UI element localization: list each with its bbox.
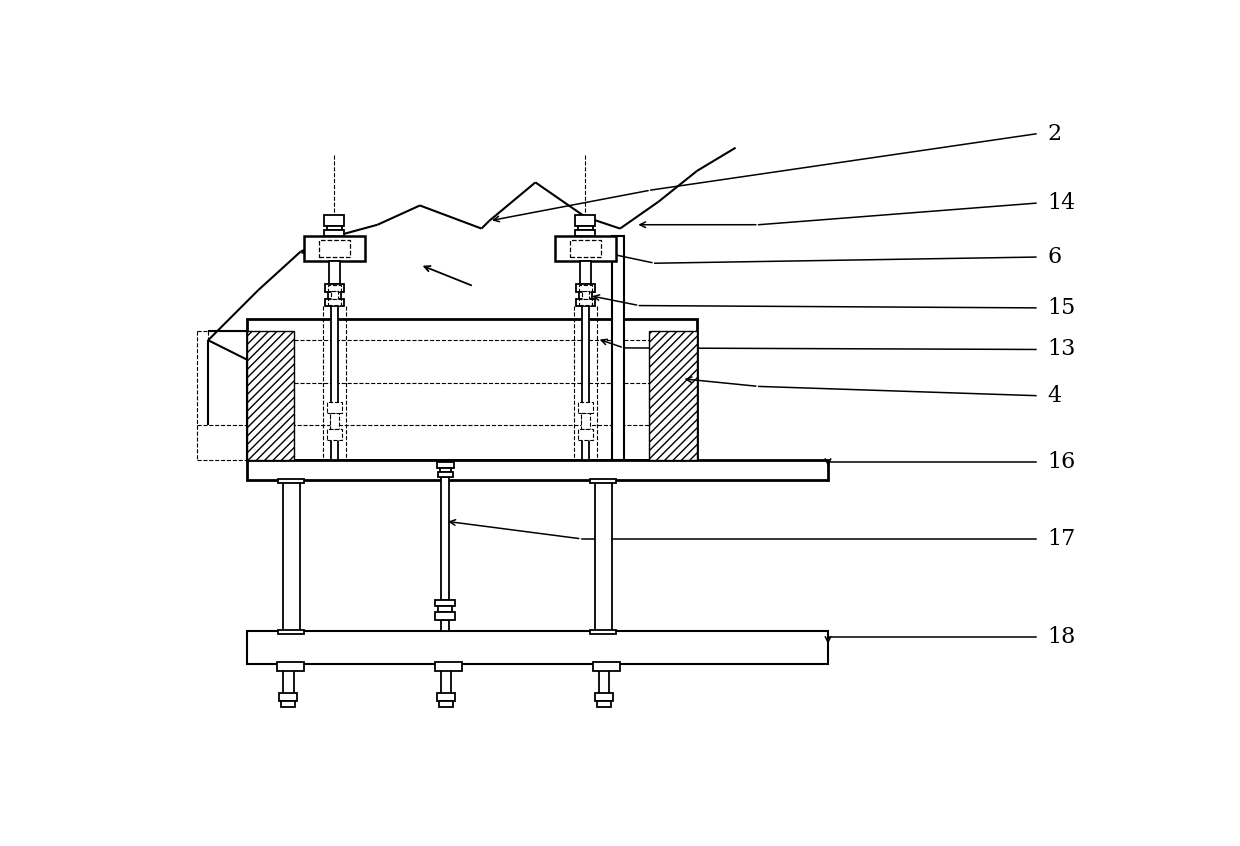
Bar [578,226,593,230]
Bar [439,700,453,706]
Bar [331,291,339,299]
Bar [329,299,341,305]
Bar [325,230,345,236]
Bar [582,291,589,299]
Bar [279,693,298,700]
Bar [590,629,616,634]
Text: 15: 15 [1048,297,1076,319]
Bar [650,331,697,459]
Bar [330,414,339,429]
Bar [436,462,454,468]
Bar [326,402,342,414]
Bar [613,236,624,459]
Bar [578,429,593,440]
Bar [577,284,595,292]
Bar [579,299,591,305]
Bar [329,285,341,291]
Bar [247,459,828,481]
Bar [438,472,453,476]
Bar [436,693,455,700]
Bar [595,481,611,631]
Text: 6: 6 [1048,246,1061,268]
Bar [435,662,463,672]
Text: 2: 2 [1048,123,1061,145]
Text: 4: 4 [1048,385,1061,407]
Text: 16: 16 [1048,451,1076,473]
Bar [579,292,591,299]
Bar [326,429,342,440]
Bar [439,606,453,612]
Bar [570,240,601,257]
Bar [325,284,343,292]
Bar [278,629,304,634]
Text: 14: 14 [1048,192,1076,214]
Bar [440,468,450,472]
Text: 17: 17 [1048,528,1076,550]
Bar [331,305,337,459]
Bar [441,476,449,600]
Bar [578,402,593,414]
Bar [575,230,595,236]
Bar [283,481,300,631]
Bar [580,261,590,284]
Bar [281,700,295,706]
Bar [595,693,613,700]
Bar [435,612,455,620]
Bar [590,479,616,483]
Bar [247,319,697,459]
Bar [325,299,343,305]
Bar [329,261,340,284]
Bar [247,331,294,459]
Bar [577,299,595,305]
Text: 13: 13 [1048,338,1076,360]
Bar [325,216,345,226]
Bar [580,414,590,429]
Bar [278,479,304,483]
Bar [596,700,611,706]
Bar [435,600,455,606]
Bar [579,285,591,291]
Bar [593,662,620,672]
Bar [319,240,350,257]
Text: 18: 18 [1048,626,1076,648]
Bar [575,216,595,226]
Bar [583,305,589,459]
Bar [278,662,304,672]
Bar [441,620,449,631]
Bar [329,292,341,299]
Bar [247,631,828,663]
Bar [554,236,616,261]
Bar [326,226,342,230]
Bar [304,236,366,261]
